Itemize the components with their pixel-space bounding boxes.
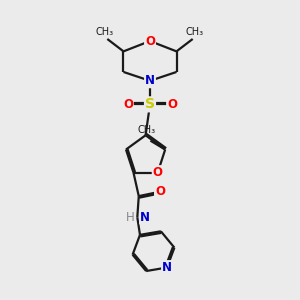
Text: O: O <box>145 34 155 48</box>
Text: O: O <box>123 98 133 111</box>
Text: CH₃: CH₃ <box>96 27 114 37</box>
Text: N: N <box>140 211 150 224</box>
Text: N: N <box>145 74 155 87</box>
Text: O: O <box>167 98 177 111</box>
Text: H: H <box>126 211 135 224</box>
Text: N: N <box>162 261 172 274</box>
Text: CH₃: CH₃ <box>186 27 204 37</box>
Text: S: S <box>145 98 155 111</box>
Text: O: O <box>153 166 163 179</box>
Text: CH₃: CH₃ <box>138 125 156 135</box>
Text: O: O <box>155 185 165 198</box>
